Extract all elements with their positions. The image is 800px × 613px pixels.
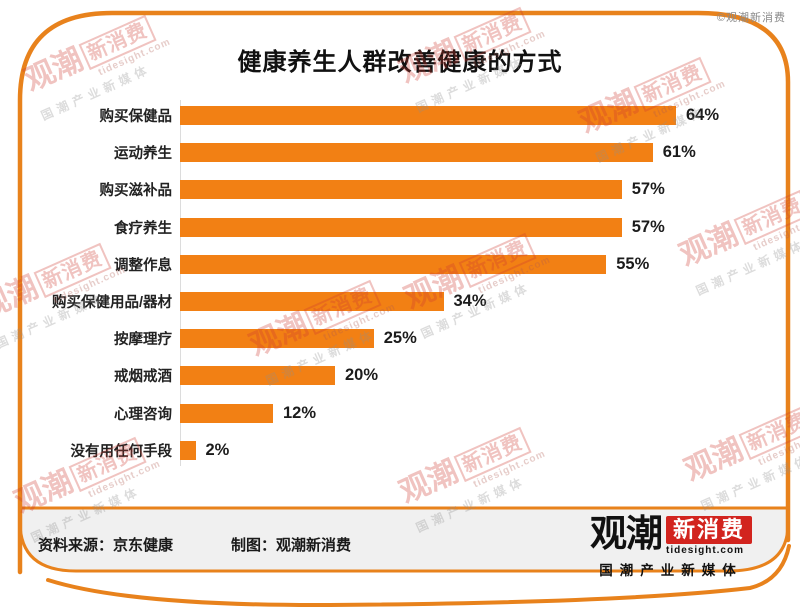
bar <box>180 217 622 237</box>
watermark-name-left: 观潮 <box>9 464 79 520</box>
bar-value: 2% <box>205 440 230 459</box>
bar <box>180 440 196 460</box>
bar-label: 购买滋补品 <box>99 183 173 200</box>
bar <box>180 180 622 200</box>
bar-label: 食疗养生 <box>114 220 172 237</box>
bar-row: 按摩理疗 25% <box>38 320 762 357</box>
bar <box>180 143 653 163</box>
brand-logo-row: 观潮 新消费 tidesight.com <box>589 513 752 556</box>
bar-value: 34% <box>453 292 487 311</box>
bar-value: 25% <box>383 329 417 348</box>
bar <box>180 106 676 126</box>
bar-chart: 购买保健品 64% 运动养生 61% 购买滋补品 57% 食疗养生 57% 调整作息 55% 购买保… <box>38 97 762 469</box>
bar-label: 心理咨询 <box>114 406 172 423</box>
bar-label: 购买保健品 <box>99 109 173 126</box>
logo-tagline: 国潮产业新媒体 <box>599 563 743 578</box>
bar-value: 57% <box>631 217 665 236</box>
watermark-tagline: 国潮产业新媒体 <box>28 483 144 546</box>
bar-value: 55% <box>616 254 650 273</box>
bar <box>180 254 607 274</box>
bar <box>180 329 374 349</box>
watermark-domain: tidesight.com <box>756 426 800 469</box>
bar-label: 调整作息 <box>114 257 172 274</box>
bar-label: 按摩理疗 <box>114 332 172 349</box>
credit-label: 制图：观潮新消费 <box>231 537 352 554</box>
logo-name-left: 观潮 <box>589 513 663 554</box>
bar-row: 调整作息 55% <box>38 246 762 283</box>
bar-value: 20% <box>345 366 379 385</box>
bar-row: 购买滋补品 57% <box>38 171 762 208</box>
bar-row: 没有用任何手段 2% <box>38 432 762 469</box>
brand-logo: 观潮 新消费 tidesight.com 国潮产业新媒体 <box>566 513 776 579</box>
footer-texts: 资料来源：京东健康 制图：观潮新消费 <box>38 534 351 555</box>
bar-row: 食疗养生 57% <box>38 209 762 246</box>
bar-row: 心理咨询 12% <box>38 395 762 432</box>
bar-row: 戒烟戒酒 20% <box>38 357 762 394</box>
bar-row: 购买保健用品/器材 34% <box>38 283 762 320</box>
bar-label: 运动养生 <box>114 146 172 163</box>
bar-row: 购买保健品 64% <box>38 97 762 134</box>
bar-value: 61% <box>662 143 696 162</box>
logo-domain: tidesight.com <box>665 545 744 556</box>
bar-label: 购买保健用品/器材 <box>51 295 172 312</box>
logo-right-block: 新消费 tidesight.com <box>665 516 752 556</box>
watermark-name-left: 观潮 <box>0 270 44 326</box>
bar <box>180 292 444 312</box>
bar-label: 没有用任何手段 <box>70 443 173 460</box>
logo-name-right: 新消费 <box>665 516 752 544</box>
bar-label: 戒烟戒酒 <box>114 369 172 386</box>
bar-value: 64% <box>686 106 720 125</box>
source-label: 资料来源：京东健康 <box>38 537 174 554</box>
bar-value: 12% <box>283 403 317 422</box>
bar-row: 运动养生 61% <box>38 134 762 171</box>
bar <box>180 403 273 423</box>
bar-value: 57% <box>631 180 665 199</box>
chart-title: 健康养生人群改善健康的方式 <box>237 49 563 76</box>
bar <box>180 366 335 386</box>
copyright-note: ©观潮新消费 <box>716 12 786 24</box>
